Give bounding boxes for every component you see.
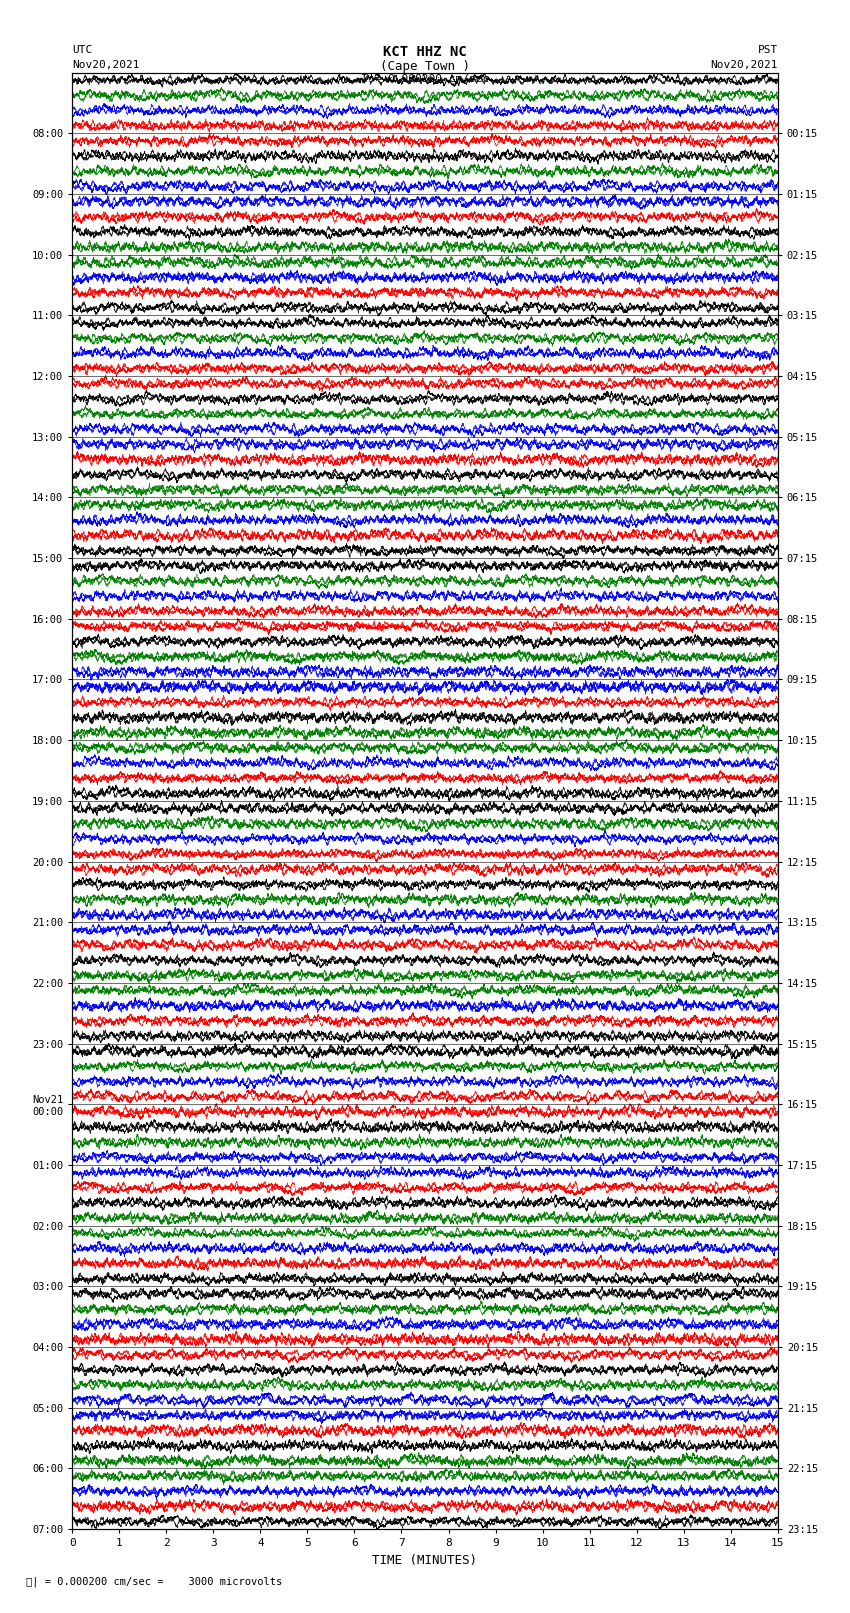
Text: PST: PST — [757, 45, 778, 55]
Text: KCT HHZ NC: KCT HHZ NC — [383, 45, 467, 60]
Text: Nov20,2021: Nov20,2021 — [72, 60, 139, 69]
Text: Nov20,2021: Nov20,2021 — [711, 60, 778, 69]
Text: I = 0.000200 cm/sec: I = 0.000200 cm/sec — [361, 74, 489, 84]
Text: (Cape Town ): (Cape Town ) — [380, 60, 470, 73]
Text: ↄ| = 0.000200 cm/sec =    3000 microvolts: ↄ| = 0.000200 cm/sec = 3000 microvolts — [26, 1576, 281, 1587]
Text: UTC: UTC — [72, 45, 93, 55]
X-axis label: TIME (MINUTES): TIME (MINUTES) — [372, 1553, 478, 1566]
